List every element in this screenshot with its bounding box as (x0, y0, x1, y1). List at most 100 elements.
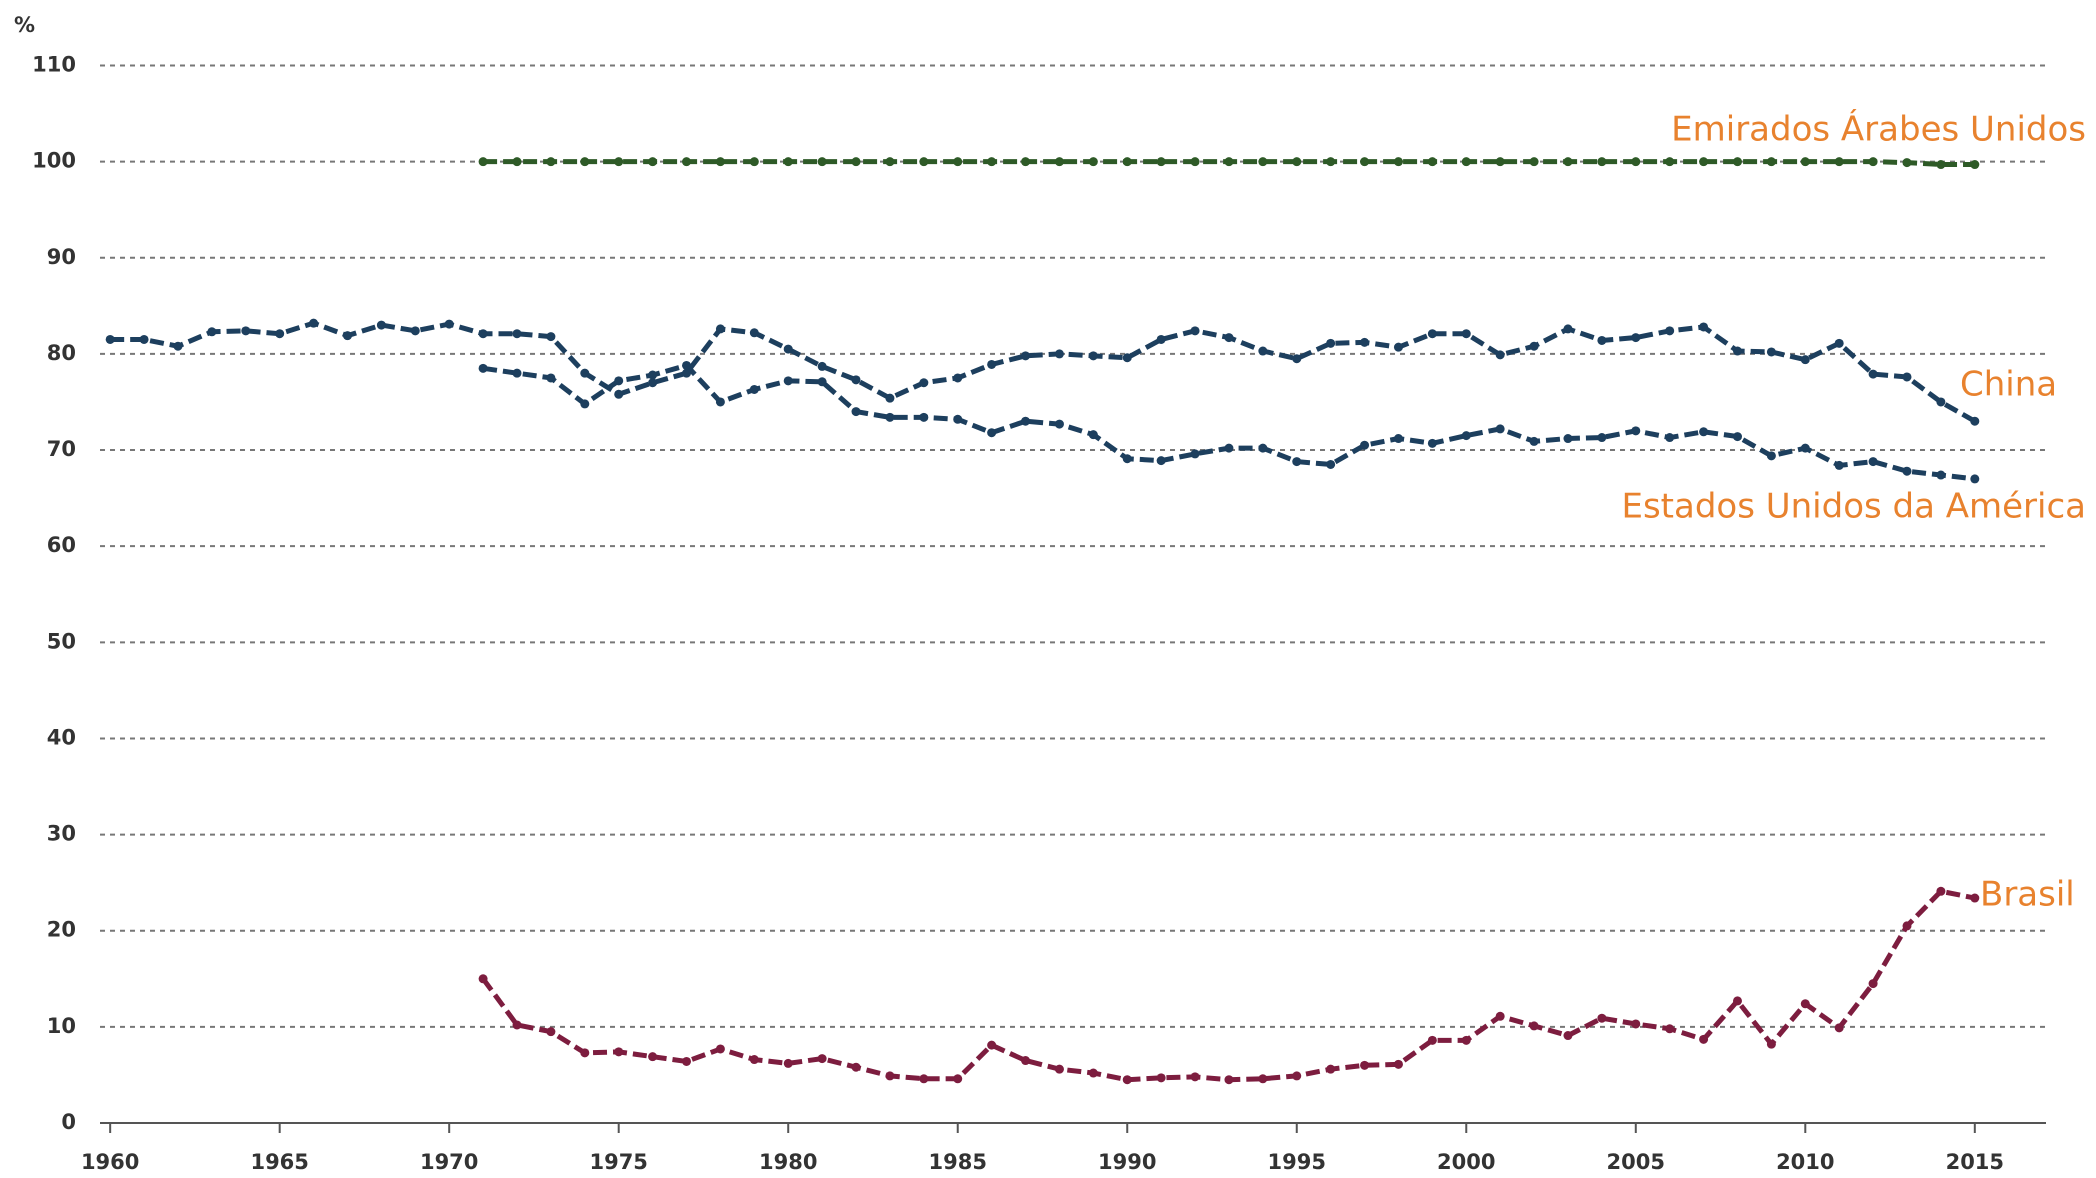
series-line (482, 362, 1976, 482)
x-tick-label: 1985 (929, 1150, 987, 1174)
data-point (953, 373, 963, 383)
data-point (1122, 454, 1132, 464)
data-point (1393, 157, 1403, 167)
data-point (1834, 1023, 1844, 1033)
data-point (1936, 160, 1946, 170)
data-point (1834, 157, 1844, 167)
data-point (1427, 157, 1437, 167)
data-point (275, 329, 285, 339)
data-point (478, 363, 488, 373)
data-point (580, 399, 590, 409)
data-point (512, 368, 522, 378)
y-tick-label: 30 (47, 822, 76, 846)
data-point (309, 318, 319, 328)
data-point (1529, 436, 1539, 446)
data-point (1224, 443, 1234, 453)
data-point (1054, 349, 1064, 359)
data-point (1665, 326, 1675, 336)
data-point (682, 157, 692, 167)
data-point (1631, 157, 1641, 167)
data-point (1021, 157, 1031, 167)
data-point (1800, 999, 1810, 1009)
data-point (546, 373, 556, 383)
data-point (1834, 338, 1844, 348)
y-tick-label: 50 (47, 629, 76, 653)
data-point (1326, 157, 1336, 167)
data-point (851, 375, 861, 385)
data-point (919, 157, 929, 167)
data-point (1393, 1059, 1403, 1069)
data-point (1597, 1013, 1607, 1023)
data-point (614, 376, 624, 386)
data-point (478, 157, 488, 167)
data-point (1936, 886, 1946, 896)
data-point (1088, 351, 1098, 361)
series-line (110, 320, 1977, 424)
data-point (1868, 979, 1878, 989)
data-point (817, 377, 827, 387)
x-tick-label: 2000 (1437, 1150, 1495, 1174)
data-point (1326, 338, 1336, 348)
data-point (1190, 1072, 1200, 1082)
y-tick-label: 40 (47, 725, 76, 749)
x-tick-label: 1980 (759, 1150, 817, 1174)
data-point (1258, 443, 1268, 453)
data-point (1970, 893, 1980, 903)
data-point (1461, 329, 1471, 339)
data-point (919, 378, 929, 388)
data-point (1190, 157, 1200, 167)
data-point (1122, 1075, 1132, 1085)
data-point (1224, 333, 1234, 343)
data-point (1360, 1060, 1370, 1070)
data-point (648, 1052, 658, 1062)
data-point (1732, 432, 1742, 442)
data-point (783, 344, 793, 354)
series-label: Brasil (1980, 875, 2075, 915)
data-point (1665, 1024, 1675, 1034)
data-point (1021, 351, 1031, 361)
data-point (851, 1062, 861, 1072)
data-point (1224, 157, 1234, 167)
data-point (1800, 443, 1810, 453)
data-point (1021, 1056, 1031, 1066)
data-point (1088, 157, 1098, 167)
data-point (749, 384, 759, 394)
y-tick-label: 60 (47, 533, 76, 557)
data-point (953, 414, 963, 424)
y-tick-label: 70 (47, 437, 76, 461)
data-point (987, 359, 997, 369)
data-point (1766, 157, 1776, 167)
data-point (1529, 1021, 1539, 1031)
data-point (851, 157, 861, 167)
data-point (1427, 1035, 1437, 1045)
x-tick-label: 1965 (250, 1150, 308, 1174)
data-point (1054, 1064, 1064, 1074)
y-tick-label: 10 (47, 1014, 76, 1038)
data-point (1258, 1074, 1268, 1084)
data-point (444, 319, 454, 329)
x-tick-label: 1970 (420, 1150, 478, 1174)
data-point (1258, 157, 1268, 167)
x-tick-label: 1995 (1268, 1150, 1326, 1174)
data-point (682, 360, 692, 370)
data-point (1563, 434, 1573, 444)
data-point (682, 1056, 692, 1066)
data-point (885, 393, 895, 403)
data-point (1868, 369, 1878, 379)
data-point (1326, 459, 1336, 469)
data-point (1699, 322, 1709, 332)
data-point (1427, 329, 1437, 339)
data-point (1461, 157, 1471, 167)
data-point (1021, 416, 1031, 426)
data-point (1292, 457, 1302, 467)
data-point (1292, 1071, 1302, 1081)
data-point (715, 157, 725, 167)
data-point (1936, 397, 1946, 407)
data-point (1597, 433, 1607, 443)
x-tick-label: 2010 (1776, 1150, 1834, 1174)
data-point (241, 326, 251, 336)
data-point (1529, 157, 1539, 167)
data-point (1597, 335, 1607, 345)
data-point (410, 326, 420, 336)
data-point (207, 327, 217, 337)
